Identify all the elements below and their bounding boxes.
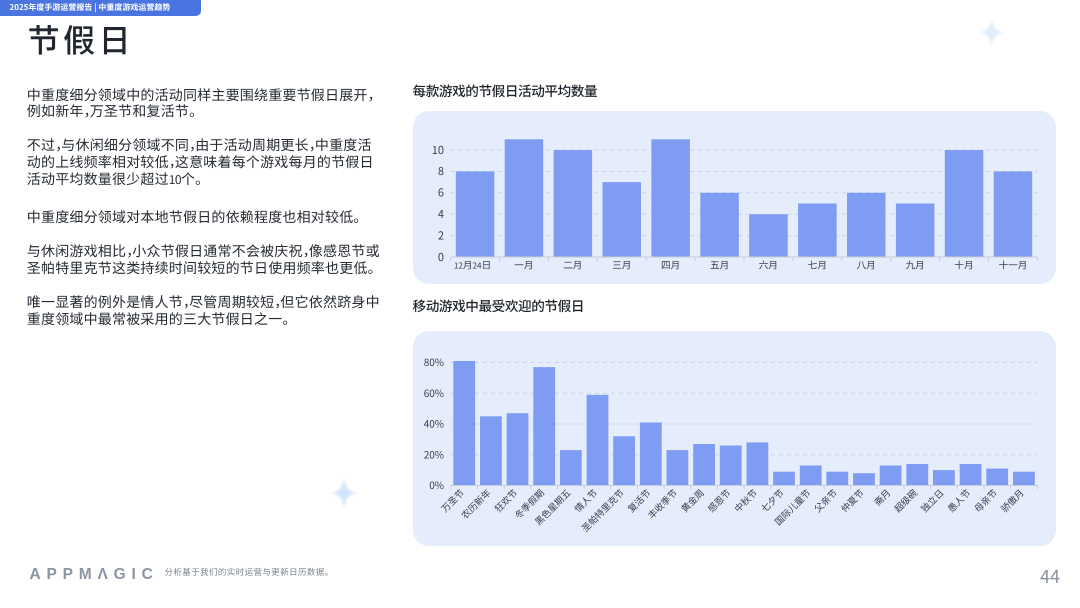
svg-text:0%: 0% [429, 477, 444, 492]
svg-text:六月: 六月 [759, 258, 778, 272]
svg-text:十一月: 十一月 [999, 258, 1028, 272]
svg-text:20%: 20% [424, 446, 444, 461]
svg-text:6: 6 [438, 185, 444, 201]
svg-text:40%: 40% [424, 416, 444, 431]
svg-text:五月: 五月 [710, 258, 729, 272]
svg-text:九月: 九月 [906, 258, 925, 272]
svg-text:12月24日: 12月24日 [454, 258, 491, 272]
svg-text:八月: 八月 [857, 258, 876, 272]
svg-text:2: 2 [438, 227, 444, 243]
svg-text:二月: 二月 [563, 258, 582, 272]
svg-text:一月: 一月 [514, 258, 533, 272]
svg-text:10: 10 [432, 142, 444, 158]
svg-text:8: 8 [438, 163, 444, 179]
svg-text:十月: 十月 [954, 258, 973, 272]
svg-text:0: 0 [438, 249, 444, 265]
svg-text:60%: 60% [424, 385, 444, 400]
svg-text:三月: 三月 [612, 258, 631, 272]
svg-text:四月: 四月 [661, 258, 680, 272]
svg-text:七月: 七月 [808, 258, 827, 272]
svg-text:80%: 80% [424, 354, 444, 369]
svg-text:4: 4 [438, 206, 444, 222]
